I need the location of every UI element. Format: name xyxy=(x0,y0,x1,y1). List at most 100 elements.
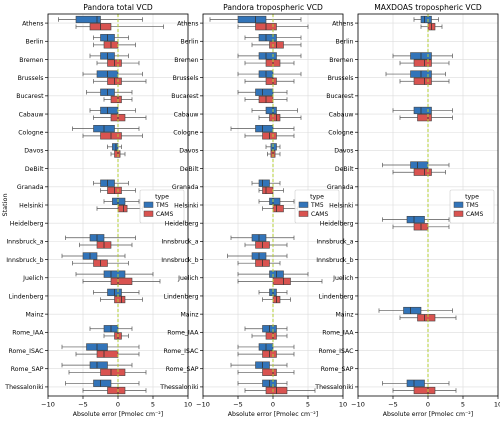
legend-title: type xyxy=(310,194,324,201)
iqr-box xyxy=(413,168,432,176)
legend-label-cams: CAMS xyxy=(156,211,173,218)
cams-box-helsinki xyxy=(262,205,298,213)
y-tick-label: Thessaloniki xyxy=(314,384,353,391)
x-tick-label: 5 xyxy=(461,401,465,409)
cams-box-bucarest xyxy=(103,95,133,104)
tm5-box-debilt xyxy=(382,161,450,169)
legend-label-cams: CAMS xyxy=(466,211,483,218)
iqr-box xyxy=(413,59,432,67)
iqr-box xyxy=(114,150,121,158)
iqr-box xyxy=(417,114,432,122)
tm5-box-bucarest xyxy=(237,88,288,96)
x-axis-label: Absolute error [Pmolec cm⁻²] xyxy=(228,411,318,418)
x-tick-label: −5 xyxy=(78,401,88,409)
cams-box-granada xyxy=(258,186,284,195)
iqr-box xyxy=(272,205,284,213)
iqr-box xyxy=(265,332,277,340)
tm5-box-berlin xyxy=(93,34,129,42)
y-tick-label: Cologne xyxy=(328,130,353,137)
cams-box-cabauw xyxy=(258,114,302,122)
iqr-box xyxy=(110,95,122,104)
iqr-box xyxy=(417,314,436,322)
cams-box-berlin xyxy=(93,41,136,49)
tm5-box-rome_iaa xyxy=(244,325,288,333)
iqr-box xyxy=(420,15,432,24)
y-tick-label: Bremen xyxy=(174,57,198,64)
y-tick-label: Innsbruck_b xyxy=(6,257,43,264)
cams-box-debilt xyxy=(392,168,446,176)
x-tick-label: −10 xyxy=(196,401,210,409)
cams-box-rome_isac xyxy=(75,350,140,358)
iqr-box xyxy=(262,186,274,195)
legend xyxy=(294,189,340,224)
cams-box-bremen xyxy=(399,59,450,67)
x-tick-label: 0 xyxy=(116,401,120,409)
y-tick-label: Davos xyxy=(24,148,43,155)
panel-3 xyxy=(355,13,499,399)
tm5-box-cabauw xyxy=(392,106,453,115)
y-tick-label: Lindenberg xyxy=(9,293,44,300)
iqr-box xyxy=(410,161,429,169)
iqr-box xyxy=(112,143,119,151)
y-tick-label: Rome_ISAC xyxy=(163,348,198,355)
legend-label-tm5: TM5 xyxy=(310,202,324,209)
legend-swatch-tm5 xyxy=(143,201,154,208)
cams-box-athens xyxy=(420,23,443,31)
cams-box-bremen xyxy=(244,59,295,67)
cams-box-bremen xyxy=(96,59,140,67)
cams-box-lindenberg xyxy=(100,295,143,304)
iqr-box xyxy=(413,106,432,115)
cams-box-bucarest xyxy=(244,95,288,104)
panel-2 xyxy=(200,13,344,399)
y-tick-label: Brussels xyxy=(328,75,354,82)
y-tick-label: DeBilt xyxy=(335,166,354,173)
tm5-box-davos xyxy=(107,143,122,151)
tm5-box-bucarest xyxy=(86,88,133,96)
y-tick-label: Helsinki xyxy=(174,202,199,209)
cams-box-cologne xyxy=(82,132,143,140)
cams-box-rome_iaa xyxy=(251,332,288,340)
cams-box-berlin xyxy=(251,41,302,49)
tm5-box-rome_iaa xyxy=(89,325,133,333)
tm5-box-cologne xyxy=(230,125,295,133)
y-tick-label: Cologne xyxy=(173,130,198,137)
legend xyxy=(449,189,495,224)
legend-swatch-cams xyxy=(143,210,154,217)
iqr-box xyxy=(255,125,274,133)
iqr-box xyxy=(406,379,425,387)
cams-box-rome_sap xyxy=(68,368,147,376)
iqr-box xyxy=(75,15,101,24)
y-tick-label: Bucarest xyxy=(171,93,199,100)
cams-box-innsbruck_a xyxy=(79,241,133,249)
cams-box-davos xyxy=(267,150,281,158)
cams-box-thessaloniki xyxy=(392,386,457,395)
iqr-box xyxy=(269,197,281,206)
tm5-box-helsinki xyxy=(103,197,140,206)
y-tick-label: Innsbruck_a xyxy=(161,239,198,246)
y-tick-label: Innsbruck_a xyxy=(316,239,353,246)
x-tick-label: 0 xyxy=(426,401,430,409)
cams-box-innsbruck_b xyxy=(72,259,129,267)
tm5-box-berlin xyxy=(244,34,302,42)
x-tick-label: −10 xyxy=(41,401,55,409)
y-tick-label: Rome_ISAC xyxy=(318,348,353,355)
iqr-box xyxy=(237,15,267,24)
tm5-box-brussels xyxy=(385,70,446,78)
iqr-box xyxy=(269,114,281,122)
iqr-box xyxy=(117,205,128,213)
iqr-box xyxy=(258,52,277,60)
iqr-box xyxy=(110,277,133,285)
y-tick-label: Thessaloniki xyxy=(159,384,198,391)
cams-box-granada xyxy=(100,186,136,195)
tm5-box-juelich xyxy=(75,270,154,278)
y-tick-label: Innsbruck_b xyxy=(316,257,353,264)
tm5-box-innsbruck_a xyxy=(65,234,136,242)
iqr-box xyxy=(89,361,108,369)
tm5-box-thessaloniki xyxy=(237,379,288,387)
tm5-box-athens xyxy=(58,15,143,24)
legend xyxy=(139,189,185,224)
cams-box-cabauw xyxy=(399,114,453,122)
iqr-box xyxy=(272,277,291,285)
y-tick-label: Lindenberg xyxy=(164,293,199,300)
x-axis-label: Absolute error [Pmolec cm⁻²] xyxy=(73,411,163,418)
